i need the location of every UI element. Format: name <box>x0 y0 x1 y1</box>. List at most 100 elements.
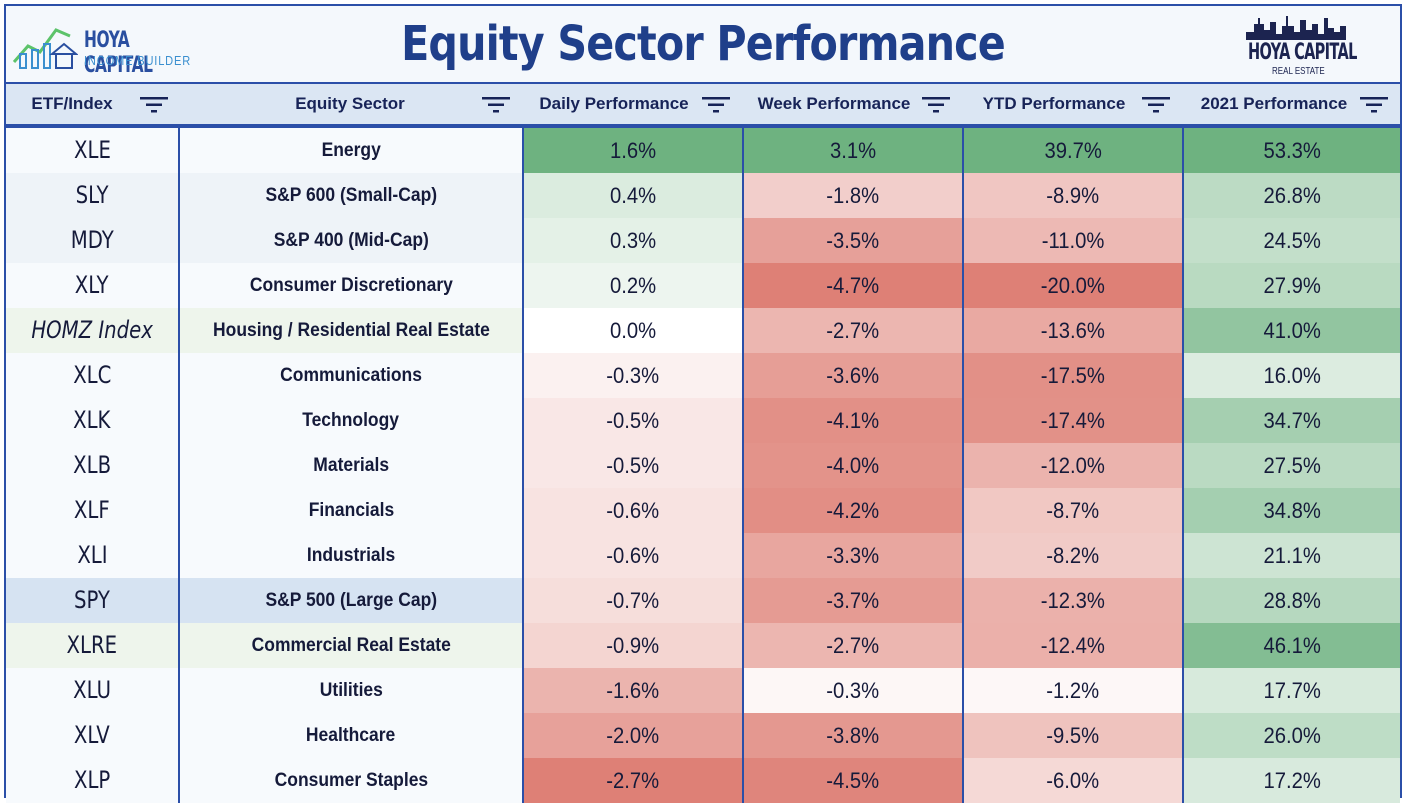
etf-cell: XLK <box>6 398 178 443</box>
sector-name: S&P 500 (Large Cap) <box>265 590 437 611</box>
etf-cell: XLE <box>6 128 178 173</box>
week-performance-value: 3.1% <box>829 138 877 163</box>
sector-name: S&P 400 (Mid-Cap) <box>273 230 429 251</box>
filter-icon[interactable] <box>140 97 168 113</box>
week-performance-cell: -4.2% <box>742 488 962 533</box>
ytd-performance-cell: -8.9% <box>962 173 1182 218</box>
etf-cell: XLP <box>6 758 178 803</box>
sector-cell: Communications <box>178 353 522 398</box>
etf-ticker: XLB <box>73 451 111 479</box>
sector-cell: S&P 500 (Large Cap) <box>178 578 522 623</box>
daily-performance-cell: 0.0% <box>522 308 742 353</box>
table-row: SLY S&P 600 (Small-Cap) 0.4% -1.8% -8.9% 26.8… <box>6 173 1400 218</box>
y2021-performance-cell: 17.7% <box>1182 668 1400 713</box>
col-header-etf[interactable]: ETF/Index <box>31 94 113 113</box>
sector-cell: S&P 600 (Small-Cap) <box>178 173 522 218</box>
sector-name: Utilities <box>319 680 383 701</box>
filter-icon[interactable] <box>1142 97 1170 113</box>
daily-performance-value: 0.3% <box>609 228 657 253</box>
y2021-performance-value: 17.7% <box>1263 678 1321 703</box>
table-row: XLRE Commercial Real Estate -0.9% -2.7% -12.… <box>6 623 1400 668</box>
week-performance-value: -0.3% <box>826 678 880 703</box>
ytd-performance-value: -9.5% <box>1046 723 1100 748</box>
etf-ticker: HOMZ Index <box>31 316 153 344</box>
filter-icon[interactable] <box>922 97 950 113</box>
daily-performance-cell: 0.3% <box>522 218 742 263</box>
daily-performance-value: 0.0% <box>609 318 657 343</box>
sector-name: Consumer Staples <box>274 770 428 791</box>
week-performance-value: -4.7% <box>826 273 880 298</box>
etf-ticker: XLV <box>74 721 110 749</box>
etf-cell: XLI <box>6 533 178 578</box>
etf-cell: XLRE <box>6 623 178 668</box>
y2021-performance-value: 16.0% <box>1263 363 1321 388</box>
etf-cell: XLC <box>6 353 178 398</box>
ytd-performance-cell: -9.5% <box>962 713 1182 758</box>
ytd-performance-value: -17.5% <box>1040 363 1106 388</box>
logo-right-line1: HOYA CAPITAL <box>1248 40 1357 65</box>
table-row: HOMZ Index Housing / Residential Real Est… <box>6 308 1400 353</box>
daily-performance-value: -0.6% <box>606 543 660 568</box>
daily-performance-cell: -0.3% <box>522 353 742 398</box>
week-performance-cell: -4.0% <box>742 443 962 488</box>
sector-cell: Industrials <box>178 533 522 578</box>
etf-ticker: XLI <box>76 541 108 569</box>
daily-performance-cell: 0.4% <box>522 173 742 218</box>
filter-icon[interactable] <box>702 97 730 113</box>
y2021-performance-value: 26.0% <box>1263 723 1321 748</box>
sector-name: S&P 600 (Small-Cap) <box>265 185 437 206</box>
ytd-performance-cell: -12.3% <box>962 578 1182 623</box>
etf-ticker: SLY <box>75 181 109 209</box>
week-performance-value: -4.5% <box>826 768 880 793</box>
col-header-week[interactable]: Week Performance <box>757 94 911 113</box>
y2021-performance-value: 27.9% <box>1263 273 1321 298</box>
col-header-daily[interactable]: Daily Performance <box>539 94 689 113</box>
col-header-2021[interactable]: 2021 Performance <box>1200 94 1348 113</box>
etf-cell: XLF <box>6 488 178 533</box>
y2021-performance-cell: 41.0% <box>1182 308 1400 353</box>
sector-name: Healthcare <box>306 725 396 746</box>
ytd-performance-value: -6.0% <box>1046 768 1100 793</box>
daily-performance-value: 0.4% <box>609 183 657 208</box>
ytd-performance-value: -1.2% <box>1046 678 1100 703</box>
week-performance-value: -3.7% <box>826 588 880 613</box>
filter-icon[interactable] <box>1360 97 1388 113</box>
week-performance-value: -1.8% <box>826 183 880 208</box>
ytd-performance-value: -11.0% <box>1041 228 1105 253</box>
filter-icon[interactable] <box>482 97 510 113</box>
ytd-performance-value: 39.7% <box>1044 138 1102 163</box>
y2021-performance-value: 24.5% <box>1263 228 1321 253</box>
city-skyline-icon <box>1246 16 1346 40</box>
daily-performance-cell: -1.6% <box>522 668 742 713</box>
sector-name: Commercial Real Estate <box>251 635 451 656</box>
sector-name: Technology <box>302 410 400 431</box>
daily-performance-value: -0.5% <box>606 453 660 478</box>
y2021-performance-value: 17.2% <box>1263 768 1321 793</box>
ytd-performance-cell: -11.0% <box>962 218 1182 263</box>
y2021-performance-value: 21.1% <box>1263 543 1321 568</box>
week-performance-value: -4.1% <box>826 408 880 433</box>
week-performance-cell: -4.5% <box>742 758 962 803</box>
logo-left-line1: HOYA CAPITAL <box>84 28 153 78</box>
sector-cell: Energy <box>178 128 522 173</box>
y2021-performance-cell: 27.9% <box>1182 263 1400 308</box>
week-performance-cell: -0.3% <box>742 668 962 713</box>
ytd-performance-cell: -17.5% <box>962 353 1182 398</box>
y2021-performance-cell: 24.5% <box>1182 218 1400 263</box>
sector-name: Communications <box>280 365 422 386</box>
week-performance-value: -3.5% <box>826 228 880 253</box>
daily-performance-value: -0.3% <box>606 363 660 388</box>
col-header-ytd[interactable]: YTD Performance <box>982 94 1126 113</box>
y2021-performance-cell: 26.8% <box>1182 173 1400 218</box>
daily-performance-value: -2.7% <box>606 768 660 793</box>
daily-performance-cell: 0.2% <box>522 263 742 308</box>
ytd-performance-value: -12.3% <box>1040 588 1106 613</box>
daily-performance-value: -1.6% <box>606 678 660 703</box>
y2021-performance-cell: 46.1% <box>1182 623 1400 668</box>
col-header-sector[interactable]: Equity Sector <box>295 94 405 113</box>
ytd-performance-cell: 39.7% <box>962 128 1182 173</box>
week-performance-value: -3.3% <box>826 543 880 568</box>
table-row: MDY S&P 400 (Mid-Cap) 0.3% -3.5% -11.0% 24.5% <box>6 218 1400 263</box>
sector-cell: Utilities <box>178 668 522 713</box>
etf-ticker: XLP <box>73 766 111 794</box>
